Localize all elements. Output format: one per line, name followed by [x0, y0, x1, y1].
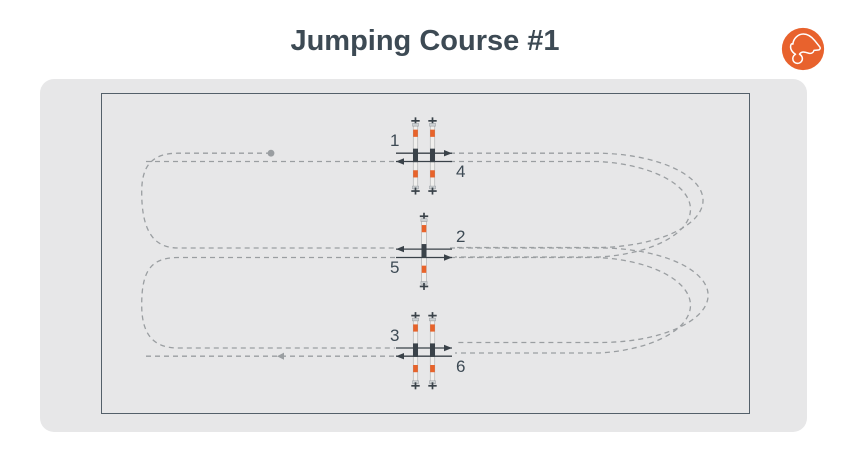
svg-text:5: 5	[390, 258, 399, 277]
svg-text:6: 6	[456, 357, 465, 376]
svg-text:1: 1	[390, 131, 399, 150]
svg-text:4: 4	[456, 162, 465, 181]
svg-text:3: 3	[390, 326, 399, 345]
svg-text:2: 2	[456, 227, 465, 246]
